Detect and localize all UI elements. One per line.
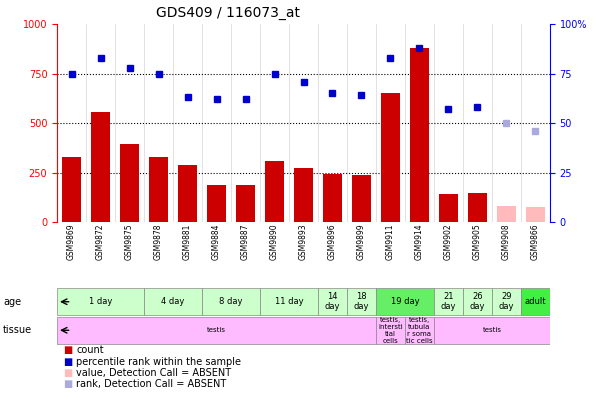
Text: ■: ■: [63, 367, 72, 378]
Bar: [265, 161, 284, 222]
Text: GSM9887: GSM9887: [241, 223, 250, 260]
Text: GSM9866: GSM9866: [531, 223, 540, 260]
Text: GSM9884: GSM9884: [212, 223, 221, 260]
Bar: [492, 288, 521, 316]
Bar: [260, 288, 318, 316]
Bar: [347, 288, 376, 316]
Bar: [91, 112, 110, 222]
Bar: [323, 173, 342, 222]
Text: GSM9893: GSM9893: [299, 223, 308, 260]
Bar: [62, 157, 81, 222]
Bar: [434, 288, 463, 316]
Text: GSM9875: GSM9875: [125, 223, 134, 260]
Text: 1 day: 1 day: [89, 297, 112, 306]
Text: rank, Detection Call = ABSENT: rank, Detection Call = ABSENT: [76, 379, 227, 389]
Bar: [57, 288, 144, 316]
Text: GSM9878: GSM9878: [154, 223, 163, 260]
Bar: [352, 175, 371, 222]
Text: GSM9908: GSM9908: [502, 223, 511, 260]
Bar: [202, 288, 260, 316]
Bar: [149, 157, 168, 222]
Text: 26
day: 26 day: [470, 292, 485, 311]
Text: GSM9869: GSM9869: [67, 223, 76, 260]
Text: GSM9881: GSM9881: [183, 223, 192, 260]
Text: GDS409 / 116073_at: GDS409 / 116073_at: [156, 6, 300, 20]
Text: 11 day: 11 day: [275, 297, 304, 306]
Bar: [376, 316, 405, 344]
Text: GSM9902: GSM9902: [444, 223, 453, 260]
Text: 4 day: 4 day: [161, 297, 185, 306]
Bar: [236, 185, 255, 222]
Bar: [376, 288, 434, 316]
Bar: [434, 316, 550, 344]
Text: 19 day: 19 day: [391, 297, 419, 306]
Bar: [381, 93, 400, 222]
Text: GSM9905: GSM9905: [473, 223, 482, 260]
Text: testis,
tubula
r soma
tic cells: testis, tubula r soma tic cells: [406, 317, 433, 344]
Text: adult: adult: [525, 297, 546, 306]
Bar: [521, 288, 550, 316]
Text: GSM9899: GSM9899: [357, 223, 366, 260]
Text: testis: testis: [207, 327, 226, 333]
Text: 14
day: 14 day: [325, 292, 340, 311]
Bar: [463, 288, 492, 316]
Text: GSM9911: GSM9911: [386, 223, 395, 260]
Bar: [468, 193, 487, 222]
Bar: [497, 206, 516, 222]
Text: GSM9896: GSM9896: [328, 223, 337, 260]
Text: count: count: [76, 345, 104, 356]
Text: 8 day: 8 day: [219, 297, 243, 306]
Bar: [318, 288, 347, 316]
Text: ■: ■: [63, 379, 72, 389]
Text: 21
day: 21 day: [441, 292, 456, 311]
Bar: [410, 48, 429, 222]
Bar: [526, 207, 545, 222]
Text: age: age: [3, 297, 21, 307]
Bar: [294, 168, 313, 222]
Text: testis: testis: [483, 327, 501, 333]
Text: ■: ■: [63, 356, 72, 367]
Text: testis,
intersti
tial
cells: testis, intersti tial cells: [378, 317, 403, 344]
Text: GSM9872: GSM9872: [96, 223, 105, 260]
Bar: [120, 144, 139, 222]
Text: tissue: tissue: [3, 325, 32, 335]
Text: value, Detection Call = ABSENT: value, Detection Call = ABSENT: [76, 367, 231, 378]
Bar: [439, 194, 458, 222]
Text: percentile rank within the sample: percentile rank within the sample: [76, 356, 242, 367]
Bar: [178, 165, 197, 222]
Bar: [405, 316, 434, 344]
Bar: [57, 316, 376, 344]
Bar: [144, 288, 202, 316]
Text: ■: ■: [63, 345, 72, 356]
Text: GSM9914: GSM9914: [415, 223, 424, 260]
Text: 29
day: 29 day: [499, 292, 514, 311]
Bar: [207, 185, 226, 222]
Text: GSM9890: GSM9890: [270, 223, 279, 260]
Text: 18
day: 18 day: [354, 292, 369, 311]
